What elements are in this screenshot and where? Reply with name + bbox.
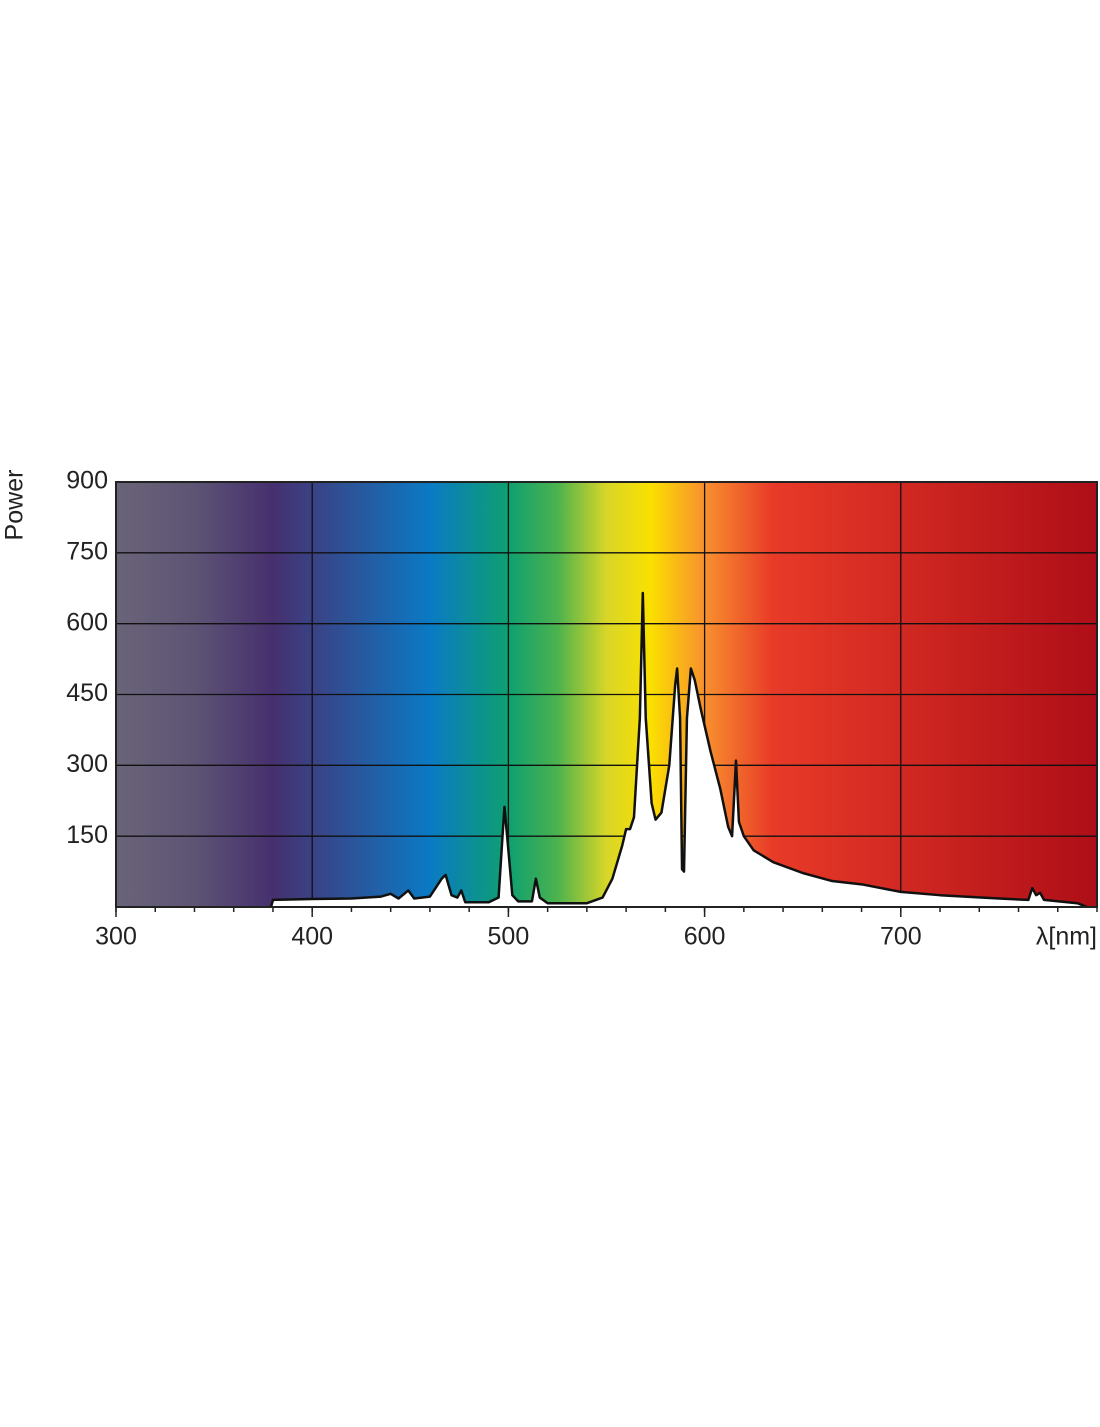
- y-tick-label: 300: [66, 750, 108, 778]
- y-tick-label: 750: [66, 537, 108, 565]
- plot-border: [115, 481, 1098, 908]
- y-tick-label: 150: [66, 821, 108, 849]
- x-tick-label: 500: [488, 923, 530, 951]
- x-tick-label: 600: [684, 923, 726, 951]
- x-tick-label: 300: [95, 923, 137, 951]
- x-tick-label: 400: [291, 923, 333, 951]
- area-fill: [270, 592, 1088, 907]
- y-tick-label: 600: [66, 608, 108, 636]
- x-axis-label: λ[nm]: [1036, 923, 1097, 951]
- spectrum-line: [269, 591, 1088, 909]
- y-axis-label: Power: [1, 470, 29, 541]
- y-tick-label: 900: [66, 467, 108, 495]
- x-tick-label: 700: [880, 923, 922, 951]
- y-tick-label: 450: [66, 679, 108, 707]
